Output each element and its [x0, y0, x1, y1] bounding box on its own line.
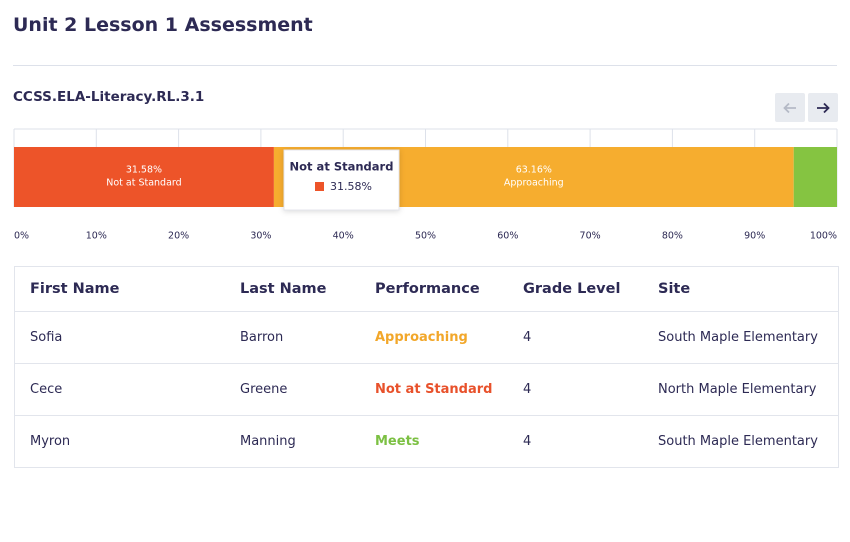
x-tick-label: 70%	[580, 231, 601, 242]
segment-value-label: 31.58%	[126, 165, 162, 176]
tooltip-value: 31.58%	[330, 180, 372, 193]
chart: 0% 10% 20% 30% 40% 50% 60% 70% 80% 90% 100%31.58%N…	[13, 128, 838, 242]
bar-segment	[14, 147, 274, 207]
table-cell: Manning	[240, 434, 296, 449]
table-row: Sofia Barron Approaching 4 South Maple Eleme…	[15, 311, 838, 363]
column-header: Site	[658, 281, 691, 297]
tooltip: Not at Standard 31.58%	[283, 149, 400, 211]
arrow-left	[783, 102, 796, 113]
table-row: Myron Manning Meets 4 South Maple Elementary	[15, 415, 838, 467]
x-tick-label: 50%	[415, 231, 436, 242]
segment-name-label: Approaching	[504, 178, 564, 189]
column-header: Performance	[375, 281, 480, 297]
table-cell: North Maple Elementary	[658, 382, 817, 397]
standard-code: CCSS.ELA-Literacy.RL.3.1	[13, 89, 205, 105]
table-cell: Cece	[30, 382, 63, 397]
table-cell: Sofia	[30, 330, 63, 345]
table-cell: Greene	[240, 382, 288, 397]
x-tick-label: 100%	[810, 231, 837, 242]
column-header: Last Name	[240, 281, 327, 297]
next-button[interactable]	[808, 93, 838, 122]
x-tick-label: 30%	[250, 231, 271, 242]
column-header: Grade Level	[523, 281, 621, 297]
segment-name-label: Not at Standard	[106, 178, 181, 189]
bar-segment	[793, 147, 837, 207]
table-cell: Not at Standard	[375, 382, 493, 397]
table-row: Cece Greene Not at Standard 4 North Maple El…	[15, 363, 838, 415]
x-tick-label: 90%	[744, 231, 765, 242]
table-cell: 4	[523, 330, 532, 345]
x-tick-label: 0%	[14, 231, 29, 242]
table-cell: South Maple Elementary	[658, 330, 818, 345]
x-tick-label: 20%	[168, 231, 189, 242]
x-tick-label: 80%	[662, 231, 683, 242]
prev-button[interactable]	[775, 93, 805, 122]
x-tick-label: 10%	[86, 231, 107, 242]
segment-value-label: 63.16%	[516, 165, 552, 176]
table-cell: Barron	[240, 330, 284, 345]
table-cell: Myron	[30, 434, 71, 449]
tooltip-box	[283, 149, 400, 211]
tooltip-swatch	[315, 182, 324, 191]
page-title: Unit 2 Lesson 1 Assessment	[13, 14, 313, 36]
table-cell: 4	[523, 434, 532, 449]
table-cell: Meets	[375, 434, 420, 449]
column-header: First Name	[30, 281, 120, 297]
table-cell: Approaching	[375, 330, 468, 345]
table-header: First Name Last Name Performance Grade Leve…	[15, 267, 838, 311]
table-cell: South Maple Elementary	[658, 434, 818, 449]
x-tick-label: 40%	[333, 231, 354, 242]
divider	[13, 65, 837, 66]
x-tick-label: 60%	[497, 231, 518, 242]
arrow-right	[817, 102, 830, 113]
student-table: First Name Last Name Performance Grade Leve…	[14, 266, 839, 468]
tooltip-title: Not at Standard	[290, 160, 394, 174]
table-cell: 4	[523, 382, 532, 397]
